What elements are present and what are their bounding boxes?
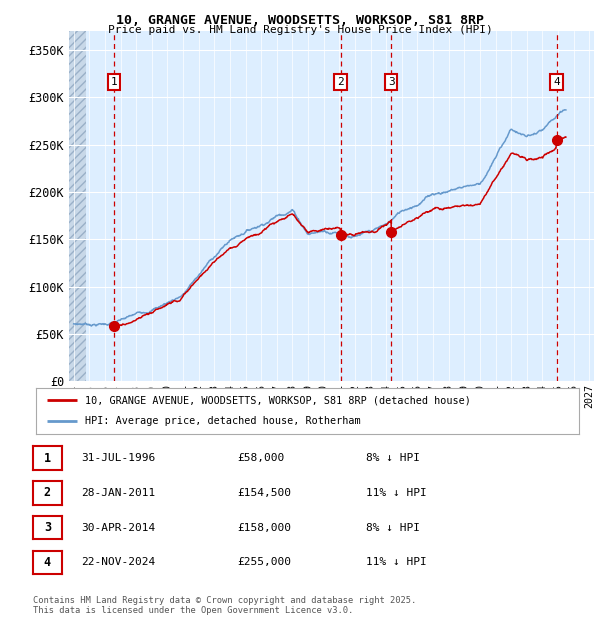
Text: Price paid vs. HM Land Registry's House Price Index (HPI): Price paid vs. HM Land Registry's House … bbox=[107, 25, 493, 35]
Text: 4: 4 bbox=[44, 556, 51, 569]
Bar bbox=[69, 31, 86, 381]
Text: 2: 2 bbox=[337, 77, 344, 87]
Text: 11% ↓ HPI: 11% ↓ HPI bbox=[366, 557, 427, 567]
Text: £255,000: £255,000 bbox=[237, 557, 291, 567]
Text: 28-JAN-2011: 28-JAN-2011 bbox=[81, 488, 155, 498]
Text: £58,000: £58,000 bbox=[237, 453, 284, 463]
Text: 30-APR-2014: 30-APR-2014 bbox=[81, 523, 155, 533]
Text: 2: 2 bbox=[44, 487, 51, 499]
Text: £158,000: £158,000 bbox=[237, 523, 291, 533]
Text: 22-NOV-2024: 22-NOV-2024 bbox=[81, 557, 155, 567]
Text: Contains HM Land Registry data © Crown copyright and database right 2025.
This d: Contains HM Land Registry data © Crown c… bbox=[33, 596, 416, 615]
Text: £154,500: £154,500 bbox=[237, 488, 291, 498]
Text: 1: 1 bbox=[110, 77, 117, 87]
Text: 10, GRANGE AVENUE, WOODSETTS, WORKSOP, S81 8RP: 10, GRANGE AVENUE, WOODSETTS, WORKSOP, S… bbox=[116, 14, 484, 27]
Text: 1: 1 bbox=[44, 452, 51, 464]
Text: 4: 4 bbox=[553, 77, 560, 87]
Text: 3: 3 bbox=[44, 521, 51, 534]
Text: 10, GRANGE AVENUE, WOODSETTS, WORKSOP, S81 8RP (detached house): 10, GRANGE AVENUE, WOODSETTS, WORKSOP, S… bbox=[85, 395, 471, 405]
Text: 31-JUL-1996: 31-JUL-1996 bbox=[81, 453, 155, 463]
Text: 8% ↓ HPI: 8% ↓ HPI bbox=[366, 523, 420, 533]
Text: 11% ↓ HPI: 11% ↓ HPI bbox=[366, 488, 427, 498]
Text: 3: 3 bbox=[388, 77, 395, 87]
Text: HPI: Average price, detached house, Rotherham: HPI: Average price, detached house, Roth… bbox=[85, 417, 361, 427]
Text: 8% ↓ HPI: 8% ↓ HPI bbox=[366, 453, 420, 463]
